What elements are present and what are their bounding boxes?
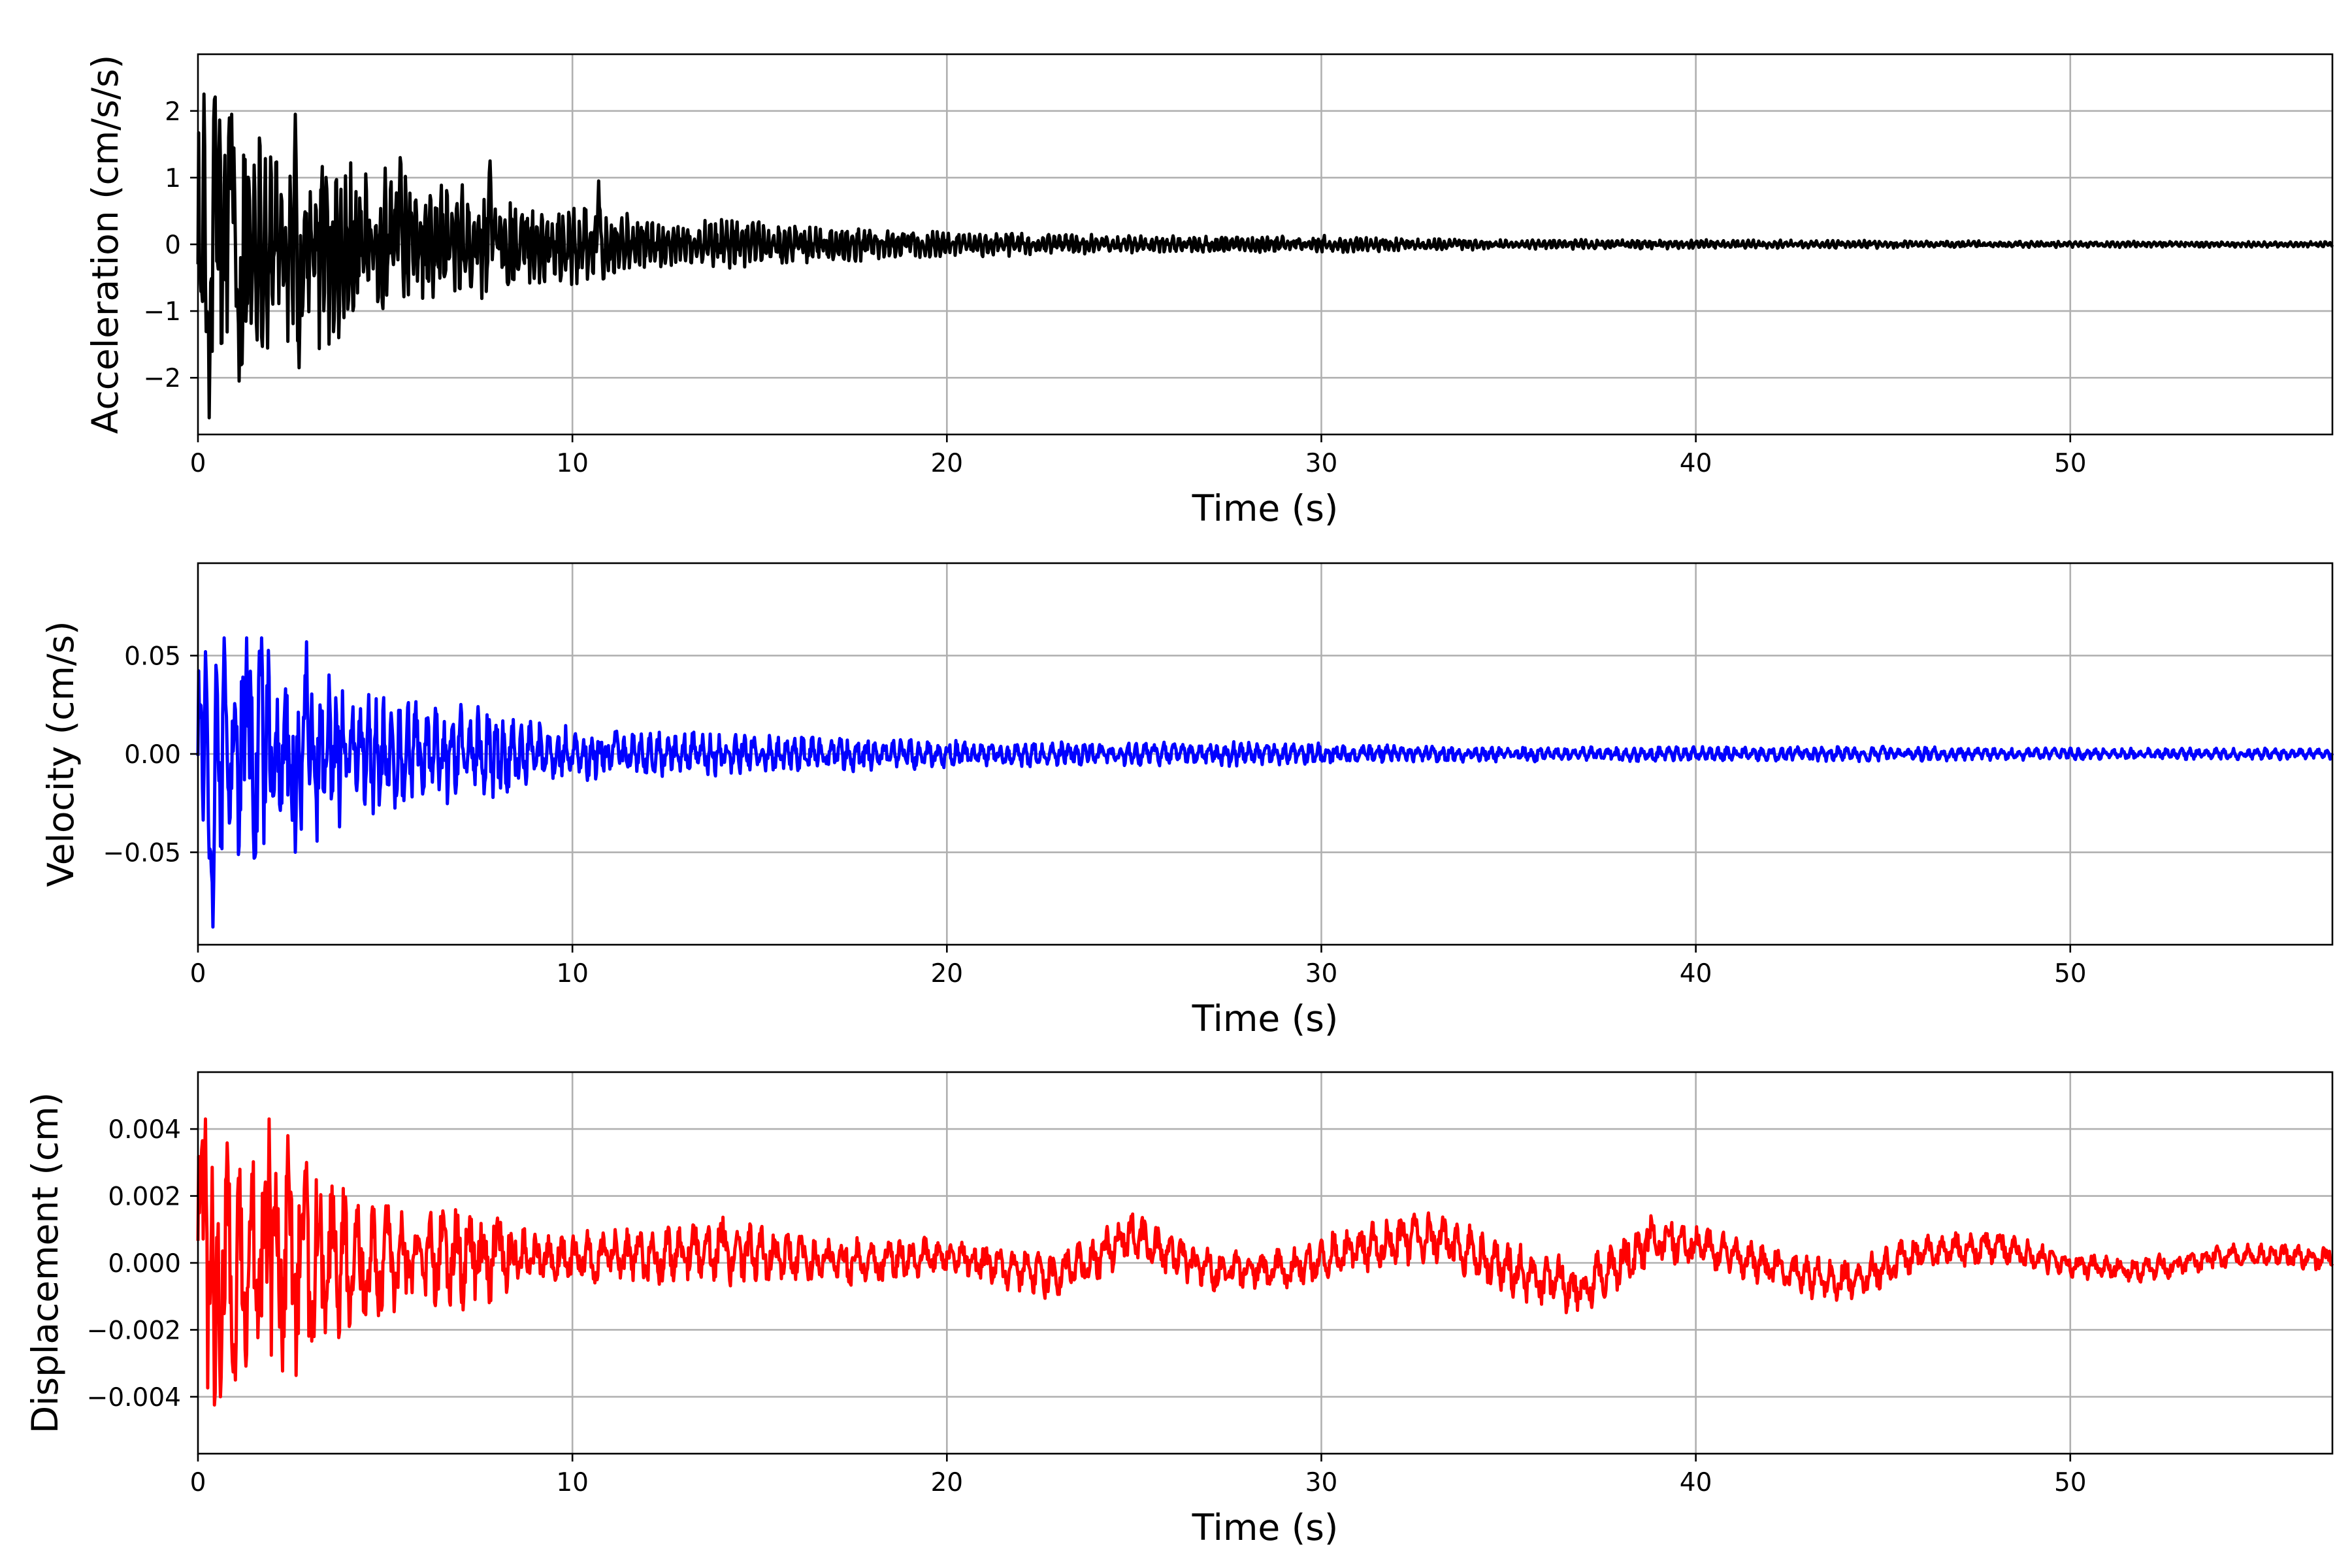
displacement-y-tick-label-1: −0.002 — [87, 1316, 181, 1345]
velocity-x-tick-label-2: 20 — [930, 959, 963, 988]
displacement-y-tick-label-4: 0.004 — [108, 1115, 181, 1145]
displacement-x-tick-label-4: 40 — [1680, 1468, 1712, 1497]
velocity-y-tick-label-0: −0.05 — [103, 839, 181, 868]
velocity-y-tick-label-1: 0.00 — [124, 740, 181, 770]
acceleration-y-tick-label-1: −1 — [144, 297, 182, 327]
velocity-x-tick-label-4: 40 — [1680, 959, 1712, 988]
displacement-x-ticks: 0 10 20 30 40 50 — [190, 1454, 2087, 1497]
velocity-panel: 0 10 20 30 40 50 −0.05 0.00 0.05 Time (s) Veloc… — [40, 562, 2334, 1039]
acceleration-x-ticks: 0 10 20 30 40 50 — [190, 434, 2087, 478]
acceleration-y-ticks: −2 −1 0 1 2 — [144, 97, 198, 393]
acceleration-x-tick-label-2: 20 — [930, 449, 963, 478]
velocity-x-ticks: 0 10 20 30 40 50 — [190, 945, 2087, 988]
velocity-y-ticks: −0.05 0.00 0.05 — [103, 642, 198, 868]
displacement-x-tick-label-1: 10 — [556, 1468, 589, 1497]
displacement-x-tick-label-3: 30 — [1305, 1468, 1338, 1497]
acceleration-x-tick-label-0: 0 — [190, 449, 206, 478]
displacement-y-axis-label: Displacement (cm) — [24, 1092, 66, 1433]
displacement-y-tick-label-2: 0.000 — [108, 1249, 181, 1279]
acceleration-x-tick-label-5: 50 — [2054, 449, 2087, 478]
displacement-y-ticks: −0.004 −0.002 0.000 0.002 0.004 — [87, 1115, 198, 1413]
displacement-series-line — [196, 1117, 2334, 1407]
acceleration-y-tick-label-2: 0 — [165, 231, 181, 260]
velocity-y-axis-label: Velocity (cm/s) — [40, 621, 82, 887]
displacement-x-tick-label-2: 20 — [930, 1468, 963, 1497]
acceleration-y-tick-label-4: 2 — [165, 97, 181, 127]
acceleration-series-line — [196, 92, 2334, 419]
displacement-panel: 0 10 20 30 40 50 −0.004−0.0020.0000.0020.004 … — [24, 1071, 2334, 1548]
acceleration-x-axis-label: Time (s) — [1192, 487, 1339, 529]
displacement-x-axis-label: Time (s) — [1192, 1507, 1339, 1548]
velocity-y-tick-label-2: 0.05 — [124, 642, 181, 671]
velocity-x-tick-label-3: 30 — [1305, 959, 1338, 988]
displacement-x-tick-label-0: 0 — [190, 1468, 206, 1497]
displacement-y-tick-label-3: 0.002 — [108, 1183, 181, 1212]
velocity-x-tick-label-5: 50 — [2054, 959, 2087, 988]
velocity-x-axis-label: Time (s) — [1192, 998, 1339, 1039]
velocity-x-tick-label-0: 0 — [190, 959, 206, 988]
acceleration-x-tick-label-4: 40 — [1680, 449, 1712, 478]
acceleration-x-tick-label-3: 30 — [1305, 449, 1338, 478]
acceleration-y-tick-label-0: −2 — [144, 364, 182, 393]
displacement-y-tick-label-0: −0.004 — [87, 1383, 181, 1413]
displacement-x-tick-label-5: 50 — [2054, 1468, 2087, 1497]
acceleration-y-tick-label-3: 1 — [165, 164, 181, 193]
acceleration-y-axis-label: Acceleration (cm/s/s) — [84, 55, 126, 434]
acceleration-panel: 0 10 20 30 40 50 −2 −1 0 1 2 Time (s) Acceleratio… — [84, 53, 2334, 529]
velocity-series-line — [196, 636, 2334, 929]
acceleration-x-tick-label-1: 10 — [556, 449, 589, 478]
velocity-x-tick-label-1: 10 — [556, 959, 589, 988]
